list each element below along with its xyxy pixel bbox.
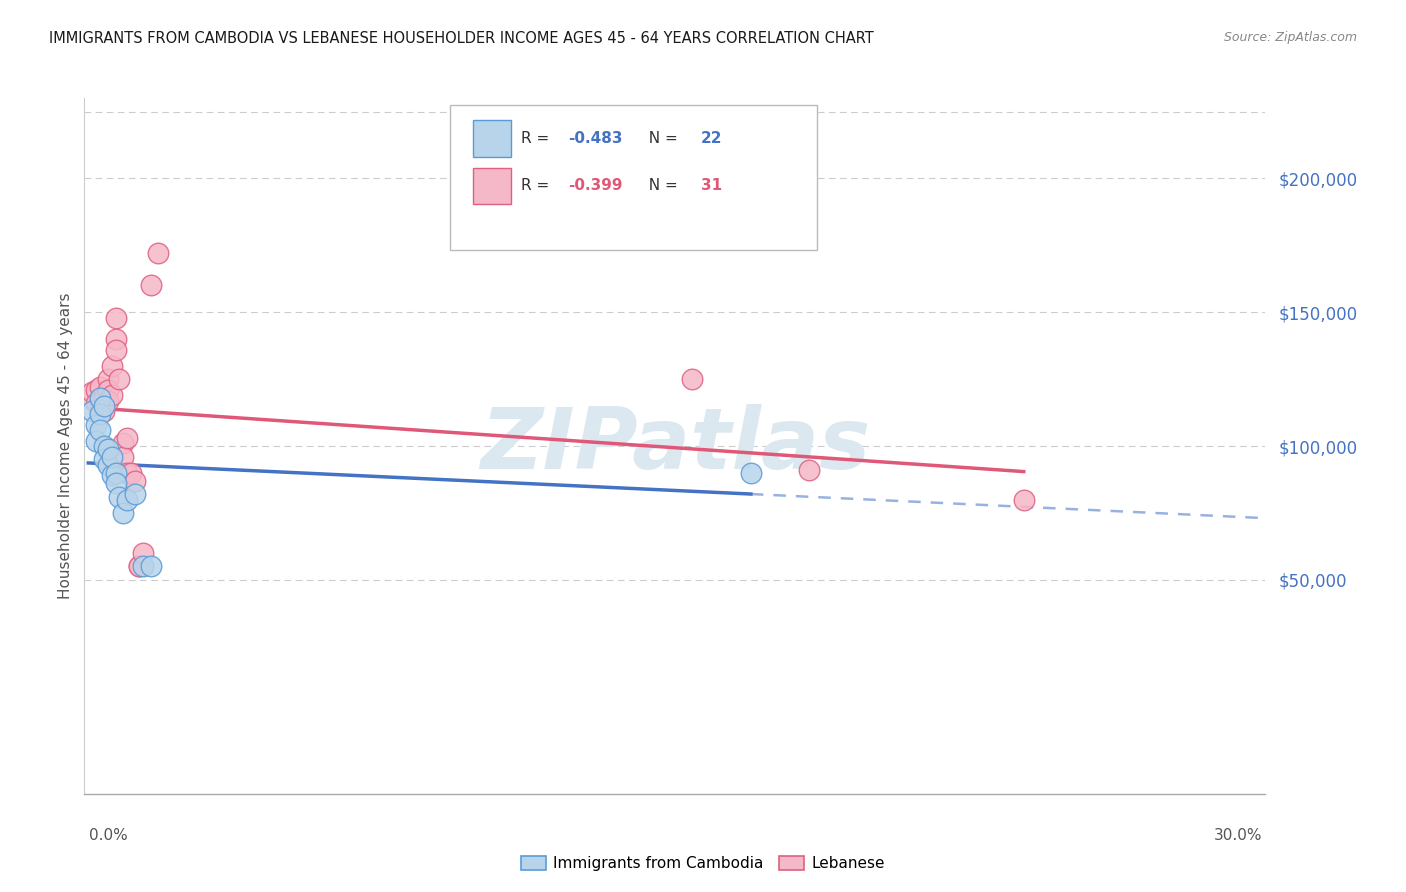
Point [89,393,111,408]
Point [112,436,135,450]
Point [93,452,115,467]
Point [132,559,155,574]
Point [97,372,120,386]
Point [97,442,120,456]
FancyBboxPatch shape [472,120,510,157]
Text: R =: R = [522,178,554,194]
Text: Source: ZipAtlas.com: Source: ZipAtlas.com [1223,31,1357,45]
Point [93,439,115,453]
Y-axis label: Householder Income Ages 45 - 64 years: Householder Income Ages 45 - 64 years [58,293,73,599]
Point [104,332,127,346]
Point [108,490,131,504]
Point [100,388,122,402]
Text: 30.0%: 30.0% [1215,828,1263,843]
Text: -0.483: -0.483 [568,131,623,146]
Point [82,404,104,418]
Point [139,278,162,293]
Point [104,310,127,325]
Point [97,383,120,397]
Point [120,466,142,480]
Legend: Immigrants from Cambodia, Lebanese: Immigrants from Cambodia, Lebanese [515,850,891,877]
Point [132,546,155,560]
Point [139,559,162,574]
Point [93,391,115,405]
Point [740,466,762,480]
Point [104,476,127,491]
Point [100,468,122,483]
Point [84,396,107,410]
Point [82,385,104,400]
Text: 0.0%: 0.0% [89,828,128,843]
Point [681,372,703,386]
Point [112,450,135,464]
Point [100,359,122,373]
Point [97,458,120,472]
Point [89,404,111,418]
Point [93,404,115,418]
Point [799,463,821,477]
Text: 22: 22 [700,131,723,146]
Point [104,466,127,480]
Point [115,431,138,445]
Point [84,383,107,397]
Point [84,434,107,448]
Point [115,492,138,507]
Point [124,474,146,488]
Point [104,343,127,357]
Point [89,380,111,394]
FancyBboxPatch shape [472,168,510,204]
Point [1012,492,1035,507]
Text: R =: R = [522,131,554,146]
Text: -0.399: -0.399 [568,178,623,194]
Point [100,450,122,464]
Point [124,487,146,501]
FancyBboxPatch shape [450,105,817,250]
Point [89,407,111,421]
Point [93,399,115,413]
Text: N =: N = [640,178,683,194]
Text: N =: N = [640,131,683,146]
Point [89,391,111,405]
Point [128,559,150,574]
Text: 31: 31 [700,178,723,194]
Point [115,466,138,480]
Text: IMMIGRANTS FROM CAMBODIA VS LEBANESE HOUSEHOLDER INCOME AGES 45 - 64 YEARS CORRE: IMMIGRANTS FROM CAMBODIA VS LEBANESE HOU… [49,31,875,46]
Point [128,559,150,574]
Point [84,417,107,432]
Point [89,423,111,437]
Point [108,372,131,386]
Text: ZIPatlas: ZIPatlas [479,404,870,488]
Point [112,506,135,520]
Point [97,393,120,408]
Point [148,246,170,260]
